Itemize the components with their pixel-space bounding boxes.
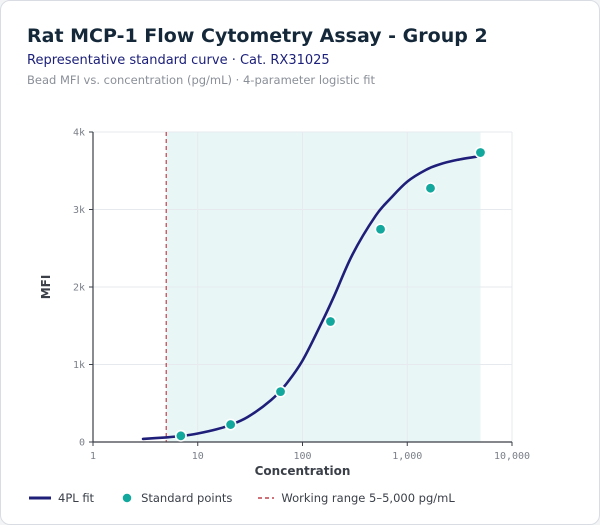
tick-labels: 0 1k 2k 3k 4k 1 10 100 1,000 10,000 [73, 128, 530, 463]
legend: 4PL fit Standard points Working range 5–… [29, 489, 481, 507]
y-tick-label: 2k [73, 283, 85, 294]
y-tick-label: 4k [73, 128, 85, 139]
x-axis-label: Concentration [255, 464, 351, 478]
legend-dash-swatch [258, 497, 275, 499]
legend-item-fit: 4PL fit [29, 491, 94, 505]
standard-point [374, 223, 387, 236]
standard-point [274, 385, 287, 398]
chart-title: Rat MCP-1 Flow Cytometry Assay - Group 2 [27, 25, 488, 47]
chart-caption: Bead MFI vs. concentration (pg/mL) · 4-p… [27, 73, 375, 87]
legend-item-range: Working range 5–5,000 pg/mL [258, 491, 455, 505]
x-tick-label: 10 [192, 451, 204, 462]
y-tick-label: 3k [73, 205, 85, 216]
y-tick-label: 1k [73, 360, 85, 371]
plot-area: 0 1k 2k 3k 4k 1 10 100 1,000 10,000 Concentration… [39, 128, 530, 479]
standard-point [474, 146, 487, 159]
legend-range-label: Working range 5–5,000 pg/mL [281, 491, 455, 505]
standard-point [324, 315, 337, 328]
standard-points [174, 146, 487, 442]
standard-point [424, 182, 437, 195]
legend-line-swatch [29, 496, 51, 500]
x-tick-label: 100 [293, 451, 311, 462]
legend-item-points: Standard points [120, 491, 232, 505]
x-tick-label: 10,000 [494, 451, 530, 462]
y-axis-label: MFI [39, 275, 53, 300]
chart-subtitle: Representative standard curve · Cat. RX3… [27, 53, 330, 68]
fit-curve-line [141, 154, 482, 441]
legend-point-swatch [121, 492, 133, 504]
legend-fit-label: 4PL fit [58, 491, 95, 505]
y-tick-label: 0 [79, 438, 85, 449]
standard-point [174, 429, 187, 442]
standard-point [224, 418, 237, 431]
x-tick-label: 1,000 [392, 451, 422, 462]
legend-points-label: Standard points [141, 491, 233, 505]
x-tick-label: 1 [90, 451, 96, 462]
